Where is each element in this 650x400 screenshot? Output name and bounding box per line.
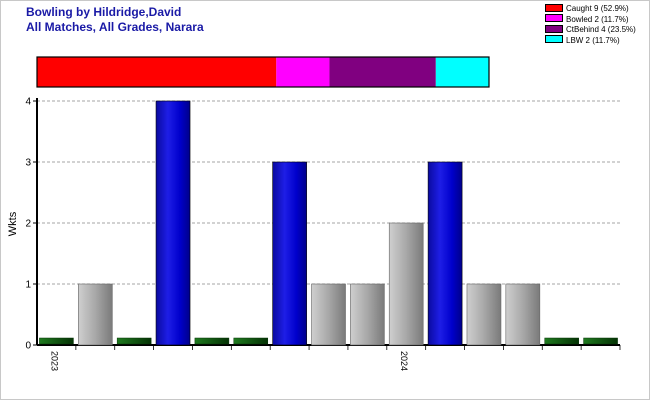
bar-0 <box>39 337 74 345</box>
bar-11 <box>466 283 502 346</box>
bar-2 <box>116 337 152 345</box>
chart-subtitle: All Matches, All Grades, Narara <box>26 20 204 34</box>
x-tick-label-0: 2023 <box>49 351 59 371</box>
y-tick-label-4: 4 <box>25 97 31 108</box>
y-tick-labels: 0 1 2 3 4 <box>25 97 37 352</box>
bar-4 <box>194 337 230 345</box>
bar-3 <box>155 100 191 346</box>
x-tick-label-1: 2024 <box>399 351 409 371</box>
bar-13 <box>544 337 579 345</box>
legend-swatch-caught <box>545 3 563 12</box>
dismissal-segment-0 <box>37 57 277 87</box>
legend-item-bowled: Bowled 2 (11.7%) <box>545 14 636 26</box>
dismissal-segment-1 <box>276 57 330 87</box>
legend-label-caught: Caught 9 (52.9%) <box>566 4 629 13</box>
legend-label-ctbehind: CtBehind 4 (23.5%) <box>566 25 636 34</box>
dismissal-segment-2 <box>329 57 436 87</box>
y-tick-label-0: 0 <box>25 341 31 352</box>
legend-label-lbw: LBW 2 (11.7%) <box>566 35 620 45</box>
legend-label-bowled: Bowled 2 (11.7%) <box>566 14 629 24</box>
legend-swatch-bowled <box>545 14 563 23</box>
legend-item-caught: Caught 9 (52.9%) <box>545 3 636 15</box>
bar-7 <box>311 283 346 346</box>
y-axis-label: Wkts <box>7 211 19 236</box>
legend-item-lbw: LBW 2 (11.7%) <box>545 35 636 47</box>
x-tick-labels: 2023 2024 <box>49 345 621 371</box>
bar-14 <box>583 337 618 345</box>
bar-1 <box>78 283 113 346</box>
legend-swatch-lbw <box>545 35 563 44</box>
bar-5 <box>233 337 269 345</box>
bar-8 <box>350 283 385 346</box>
gridlines <box>37 100 620 285</box>
legend: Caught 9 (52.9%) Bowled 2 (11.7%) CtBehi… <box>545 3 636 47</box>
dismissal-segment-3 <box>435 57 489 87</box>
bar-6 <box>272 161 307 346</box>
bar-10 <box>427 161 463 346</box>
bar-9 <box>388 222 424 346</box>
y-tick-label-2: 2 <box>25 219 31 230</box>
chart-title: Bowling by Hildridge,David <box>26 5 182 19</box>
legend-swatch-ctbehind <box>545 24 563 33</box>
bar-12 <box>505 283 541 346</box>
y-tick-label-1: 1 <box>25 280 31 291</box>
legend-item-ctbehind: CtBehind 4 (23.5%) <box>545 24 636 36</box>
y-tick-label-3: 3 <box>25 158 31 169</box>
bars <box>39 100 618 346</box>
dismissal-strip-border <box>36 56 490 88</box>
dismissal-strip <box>36 56 490 88</box>
